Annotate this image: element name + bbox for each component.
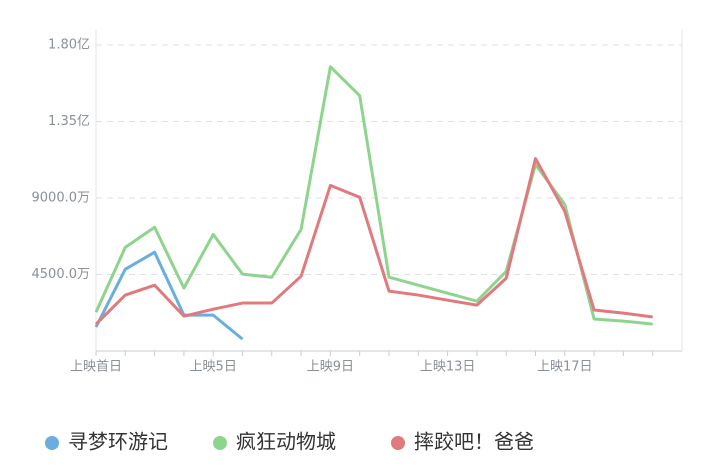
y-tick-label: 4500.0万 bbox=[32, 267, 91, 282]
x-tick-label: 上映首日 bbox=[70, 360, 122, 375]
y-tick-label: 1.80亿 bbox=[48, 38, 90, 53]
legend-label: 寻梦环游记 bbox=[68, 430, 168, 454]
legend-marker bbox=[45, 436, 59, 450]
x-tick-label: 上映13日 bbox=[420, 360, 476, 375]
y-tick-label: 1.35亿 bbox=[48, 114, 90, 129]
series-line bbox=[94, 65, 653, 326]
series-line bbox=[94, 250, 244, 341]
legend-marker bbox=[213, 436, 227, 450]
x-tick-label: 上映17日 bbox=[537, 360, 593, 375]
legend: 寻梦环游记 疯狂动物城 摔跤吧！爸爸 bbox=[45, 430, 534, 454]
x-tick-label: 上映9日 bbox=[307, 360, 354, 375]
legend-marker bbox=[391, 436, 405, 450]
legend-label: 疯狂动物城 bbox=[236, 430, 336, 454]
legend-label: 摔跤吧！爸爸 bbox=[414, 430, 534, 454]
series-line bbox=[94, 157, 653, 326]
x-tick-label: 上映5日 bbox=[190, 360, 237, 375]
y-tick-label: 9000.0万 bbox=[32, 191, 91, 206]
